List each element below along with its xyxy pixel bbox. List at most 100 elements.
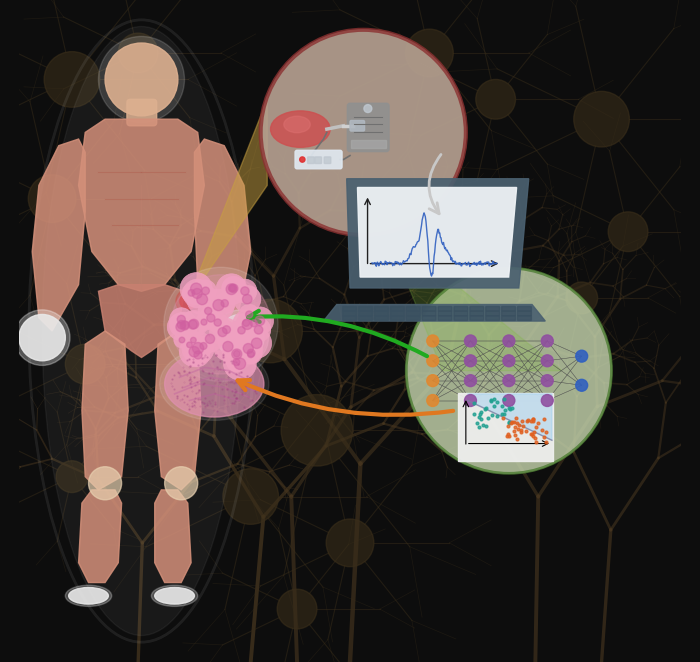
Circle shape [465, 395, 477, 406]
FancyBboxPatch shape [406, 311, 420, 316]
Circle shape [179, 337, 209, 367]
Circle shape [427, 355, 439, 367]
Circle shape [234, 334, 262, 363]
Circle shape [187, 284, 218, 314]
Circle shape [192, 289, 202, 299]
Point [541, 437, 552, 448]
Circle shape [213, 300, 224, 310]
FancyBboxPatch shape [391, 307, 405, 311]
Point [503, 420, 514, 431]
Polygon shape [155, 331, 201, 490]
Circle shape [201, 319, 207, 325]
Circle shape [88, 467, 122, 500]
FancyBboxPatch shape [502, 316, 515, 320]
FancyArrowPatch shape [237, 380, 453, 415]
FancyBboxPatch shape [454, 316, 468, 320]
Polygon shape [409, 288, 562, 371]
Point [510, 422, 521, 433]
Circle shape [246, 311, 253, 318]
Circle shape [218, 314, 264, 361]
Circle shape [232, 310, 262, 339]
Polygon shape [468, 394, 552, 440]
Polygon shape [188, 99, 267, 301]
Circle shape [174, 332, 190, 348]
Circle shape [175, 314, 196, 336]
Point [516, 424, 527, 435]
Polygon shape [78, 490, 122, 583]
Circle shape [244, 344, 253, 354]
Point [475, 414, 486, 424]
Circle shape [281, 395, 353, 466]
Point [505, 404, 516, 414]
Circle shape [566, 282, 598, 314]
Point [516, 416, 527, 426]
Point [477, 420, 488, 430]
Point [508, 417, 519, 428]
Circle shape [241, 345, 260, 364]
Circle shape [230, 284, 238, 293]
Point [469, 398, 480, 408]
Ellipse shape [164, 351, 264, 417]
FancyBboxPatch shape [406, 316, 420, 320]
Point [480, 404, 491, 414]
Point [539, 432, 550, 442]
Circle shape [19, 314, 65, 361]
FancyBboxPatch shape [358, 307, 372, 311]
Circle shape [476, 79, 515, 119]
Point [511, 412, 522, 423]
Point [527, 414, 538, 424]
Ellipse shape [284, 117, 310, 132]
Circle shape [206, 314, 215, 322]
Circle shape [180, 321, 189, 330]
Point [512, 423, 524, 434]
Ellipse shape [271, 111, 330, 148]
Point [475, 408, 486, 419]
Point [531, 436, 542, 447]
Circle shape [251, 320, 258, 327]
FancyBboxPatch shape [406, 307, 420, 311]
Point [497, 401, 508, 411]
Point [536, 425, 547, 436]
Circle shape [190, 283, 202, 295]
Point [529, 433, 540, 444]
FancyBboxPatch shape [422, 307, 436, 311]
Circle shape [44, 52, 100, 107]
Circle shape [232, 349, 242, 359]
Circle shape [240, 342, 262, 364]
Circle shape [190, 338, 196, 343]
Circle shape [164, 267, 278, 381]
Point [501, 431, 512, 442]
Circle shape [239, 299, 302, 363]
FancyBboxPatch shape [502, 307, 515, 311]
FancyBboxPatch shape [358, 311, 372, 316]
FancyBboxPatch shape [470, 316, 484, 320]
Circle shape [541, 335, 553, 347]
Circle shape [300, 157, 305, 162]
Circle shape [182, 332, 214, 364]
Circle shape [406, 268, 612, 473]
Point [503, 416, 514, 427]
Point [523, 415, 534, 426]
Circle shape [56, 461, 88, 493]
Circle shape [193, 336, 214, 356]
Circle shape [186, 332, 202, 348]
Circle shape [169, 308, 193, 331]
Circle shape [427, 395, 439, 406]
Point [489, 393, 500, 404]
Point [480, 420, 491, 431]
FancyBboxPatch shape [438, 311, 452, 316]
Point [491, 397, 503, 407]
Circle shape [214, 332, 242, 361]
Circle shape [216, 274, 247, 305]
Point [473, 412, 484, 422]
Circle shape [251, 338, 262, 348]
Polygon shape [82, 331, 128, 490]
Point [480, 402, 491, 413]
Circle shape [221, 300, 228, 307]
Circle shape [105, 43, 178, 116]
Circle shape [181, 310, 207, 338]
Circle shape [427, 375, 439, 387]
Circle shape [228, 285, 235, 292]
FancyBboxPatch shape [391, 311, 405, 316]
Circle shape [167, 314, 194, 340]
